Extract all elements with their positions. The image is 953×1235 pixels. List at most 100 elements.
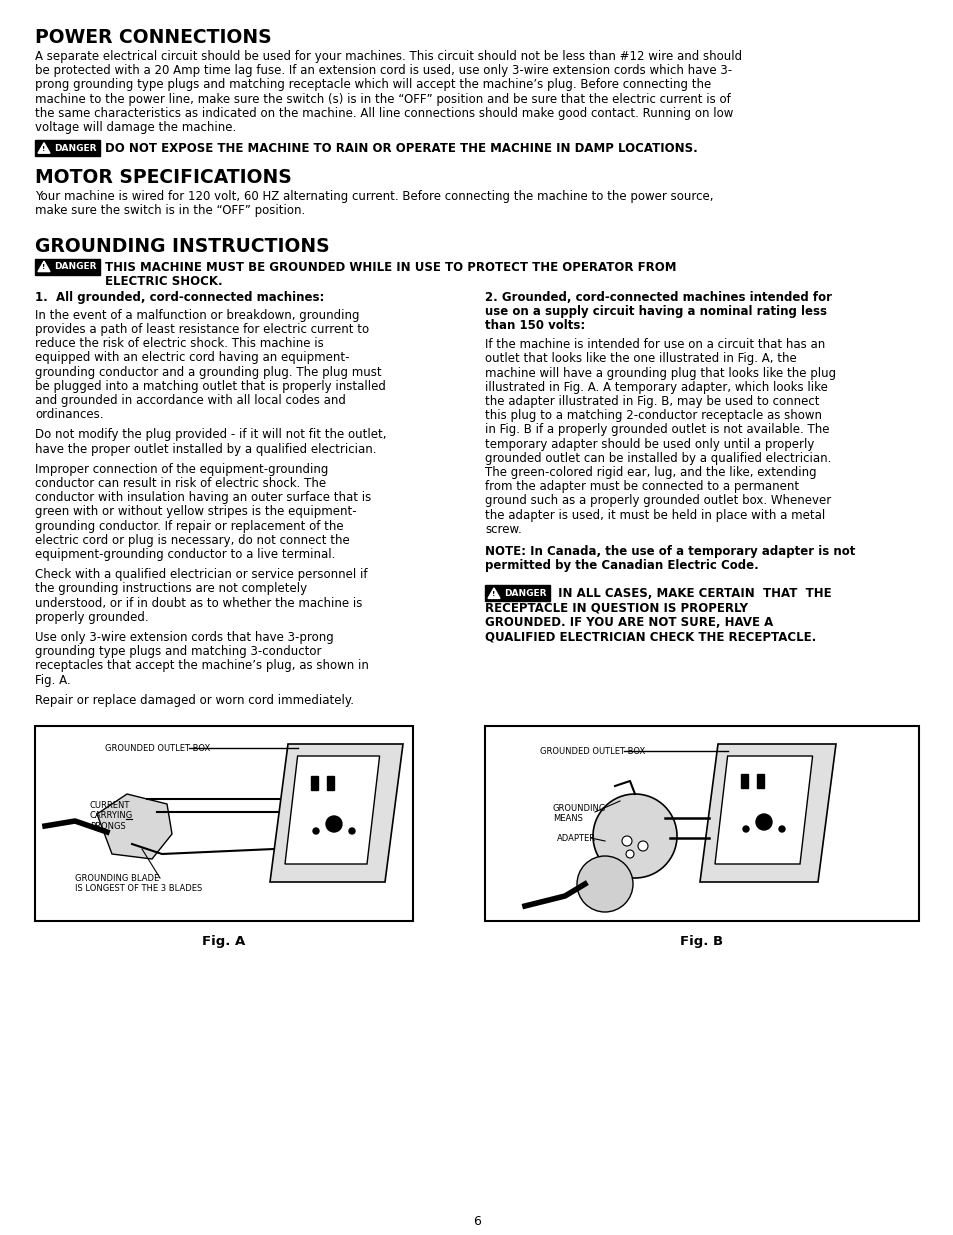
Text: provides a path of least resistance for electric current to: provides a path of least resistance for … — [35, 324, 369, 336]
FancyBboxPatch shape — [311, 776, 317, 790]
Text: be protected with a 20 Amp time lag fuse. If an extension cord is used, use only: be protected with a 20 Amp time lag fuse… — [35, 64, 731, 78]
Polygon shape — [270, 743, 402, 882]
Text: receptacles that accept the machine’s plug, as shown in: receptacles that accept the machine’s pl… — [35, 659, 369, 672]
Text: make sure the switch is in the “OFF” position.: make sure the switch is in the “OFF” pos… — [35, 205, 305, 217]
Text: grounding conductor and a grounding plug. The plug must: grounding conductor and a grounding plug… — [35, 366, 381, 379]
Text: grounding conductor. If repair or replacement of the: grounding conductor. If repair or replac… — [35, 520, 343, 532]
Text: machine to the power line, make sure the switch (s) is in the “OFF” position and: machine to the power line, make sure the… — [35, 93, 730, 106]
FancyBboxPatch shape — [740, 774, 747, 788]
Text: permitted by the Canadian Electric Code.: permitted by the Canadian Electric Code. — [484, 559, 758, 572]
Circle shape — [621, 836, 631, 846]
Text: 6: 6 — [473, 1215, 480, 1228]
Text: Fig. B: Fig. B — [679, 935, 722, 948]
Text: POWER CONNECTIONS: POWER CONNECTIONS — [35, 28, 272, 47]
Text: green with or without yellow stripes is the equipment-: green with or without yellow stripes is … — [35, 505, 356, 519]
FancyBboxPatch shape — [35, 726, 413, 921]
Text: this plug to a matching 2-conductor receptacle as shown: this plug to a matching 2-conductor rece… — [484, 409, 821, 422]
Text: CURRENT
CARRYING
PRONGS: CURRENT CARRYING PRONGS — [90, 802, 133, 831]
Text: IN ALL CASES, MAKE CERTAIN  THAT  THE: IN ALL CASES, MAKE CERTAIN THAT THE — [554, 588, 831, 600]
FancyBboxPatch shape — [484, 726, 918, 921]
Text: voltage will damage the machine.: voltage will damage the machine. — [35, 121, 236, 135]
Text: NOTE: In Canada, the use of a temporary adapter is not: NOTE: In Canada, the use of a temporary … — [484, 545, 855, 558]
Circle shape — [638, 841, 647, 851]
Text: 2. Grounded, cord-connected machines intended for: 2. Grounded, cord-connected machines int… — [484, 290, 831, 304]
FancyBboxPatch shape — [757, 774, 763, 788]
Text: Check with a qualified electrician or service personnel if: Check with a qualified electrician or se… — [35, 568, 367, 582]
Text: QUALIFIED ELECTRICIAN CHECK THE RECEPTACLE.: QUALIFIED ELECTRICIAN CHECK THE RECEPTAC… — [484, 630, 816, 643]
Text: than 150 volts:: than 150 volts: — [484, 319, 584, 332]
Text: !: ! — [492, 590, 496, 597]
Text: The green-colored rigid ear, lug, and the like, extending: The green-colored rigid ear, lug, and th… — [484, 466, 816, 479]
Circle shape — [593, 794, 677, 878]
Text: properly grounded.: properly grounded. — [35, 611, 149, 624]
Text: equipment-grounding conductor to a live terminal.: equipment-grounding conductor to a live … — [35, 548, 335, 561]
Text: DANGER: DANGER — [54, 143, 96, 153]
Text: THIS MACHINE MUST BE GROUNDED WHILE IN USE TO PROTECT THE OPERATOR FROM: THIS MACHINE MUST BE GROUNDED WHILE IN U… — [105, 261, 676, 274]
Circle shape — [349, 827, 355, 834]
Text: Your machine is wired for 120 volt, 60 HZ alternating current. Before connecting: Your machine is wired for 120 volt, 60 H… — [35, 190, 713, 204]
Polygon shape — [97, 794, 172, 860]
Polygon shape — [700, 743, 835, 882]
FancyBboxPatch shape — [35, 258, 100, 274]
Text: ADAPTER: ADAPTER — [557, 834, 596, 844]
Text: from the adapter must be connected to a permanent: from the adapter must be connected to a … — [484, 480, 799, 493]
Text: Use only 3-wire extension cords that have 3-prong: Use only 3-wire extension cords that hav… — [35, 631, 334, 643]
Text: !: ! — [42, 264, 46, 270]
Text: use on a supply circuit having a nominal rating less: use on a supply circuit having a nominal… — [484, 305, 826, 317]
Text: the adapter is used, it must be held in place with a metal: the adapter is used, it must be held in … — [484, 509, 824, 521]
Text: ELECTRIC SHOCK.: ELECTRIC SHOCK. — [105, 275, 222, 288]
Text: temporary adapter should be used only until a properly: temporary adapter should be used only un… — [484, 437, 814, 451]
Text: GROUNDED OUTLET BOX: GROUNDED OUTLET BOX — [539, 746, 644, 756]
Text: reduce the risk of electric shock. This machine is: reduce the risk of electric shock. This … — [35, 337, 323, 351]
Text: screw.: screw. — [484, 522, 521, 536]
Circle shape — [326, 816, 341, 832]
Text: understood, or if in doubt as to whether the machine is: understood, or if in doubt as to whether… — [35, 597, 362, 610]
Polygon shape — [38, 143, 50, 153]
Text: !: ! — [42, 146, 46, 152]
Text: In the event of a malfunction or breakdown, grounding: In the event of a malfunction or breakdo… — [35, 309, 359, 322]
Text: grounding type plugs and matching 3-conductor: grounding type plugs and matching 3-cond… — [35, 645, 321, 658]
Text: be plugged into a matching outlet that is properly installed: be plugged into a matching outlet that i… — [35, 380, 385, 393]
Text: MOTOR SPECIFICATIONS: MOTOR SPECIFICATIONS — [35, 168, 292, 188]
Text: conductor can result in risk of electric shock. The: conductor can result in risk of electric… — [35, 477, 326, 490]
Text: ground such as a properly grounded outlet box. Whenever: ground such as a properly grounded outle… — [484, 494, 830, 508]
Text: GROUNDED. IF YOU ARE NOT SURE, HAVE A: GROUNDED. IF YOU ARE NOT SURE, HAVE A — [484, 616, 773, 629]
Text: Do not modify the plug provided - if it will not fit the outlet,: Do not modify the plug provided - if it … — [35, 429, 386, 441]
Circle shape — [625, 850, 634, 858]
Text: outlet that looks like the one illustrated in Fig. A, the: outlet that looks like the one illustrat… — [484, 352, 796, 366]
Text: DANGER: DANGER — [54, 262, 96, 272]
Text: DO NOT EXPOSE THE MACHINE TO RAIN OR OPERATE THE MACHINE IN DAMP LOCATIONS.: DO NOT EXPOSE THE MACHINE TO RAIN OR OPE… — [105, 142, 697, 154]
Circle shape — [577, 856, 633, 911]
FancyBboxPatch shape — [35, 141, 100, 156]
Text: ordinances.: ordinances. — [35, 409, 103, 421]
Circle shape — [779, 826, 784, 832]
Text: RECEPTACLE IN QUESTION IS PROPERLY: RECEPTACLE IN QUESTION IS PROPERLY — [484, 601, 747, 615]
Circle shape — [742, 826, 748, 832]
Text: machine will have a grounding plug that looks like the plug: machine will have a grounding plug that … — [484, 367, 835, 379]
Text: GROUNDING INSTRUCTIONS: GROUNDING INSTRUCTIONS — [35, 237, 330, 256]
FancyBboxPatch shape — [327, 776, 334, 790]
Text: equipped with an electric cord having an equipment-: equipped with an electric cord having an… — [35, 352, 349, 364]
Text: conductor with insulation having an outer surface that is: conductor with insulation having an oute… — [35, 492, 371, 504]
Text: GROUNDING
MEANS: GROUNDING MEANS — [553, 804, 606, 824]
Text: grounded outlet can be installed by a qualified electrician.: grounded outlet can be installed by a qu… — [484, 452, 830, 464]
Text: GROUNDED OUTLET BOX: GROUNDED OUTLET BOX — [105, 743, 210, 752]
Circle shape — [313, 827, 318, 834]
Text: Fig. A: Fig. A — [202, 935, 245, 948]
Text: Fig. A.: Fig. A. — [35, 673, 71, 687]
FancyBboxPatch shape — [484, 585, 550, 601]
Text: GROUNDING BLADE
IS LONGEST OF THE 3 BLADES: GROUNDING BLADE IS LONGEST OF THE 3 BLAD… — [75, 874, 202, 893]
Text: and grounded in accordance with all local codes and: and grounded in accordance with all loca… — [35, 394, 346, 408]
Polygon shape — [38, 261, 50, 272]
Text: Repair or replace damaged or worn cord immediately.: Repair or replace damaged or worn cord i… — [35, 694, 354, 706]
Text: the adapter illustrated in Fig. B, may be used to connect: the adapter illustrated in Fig. B, may b… — [484, 395, 819, 408]
Polygon shape — [714, 756, 812, 864]
Text: Improper connection of the equipment-grounding: Improper connection of the equipment-gro… — [35, 463, 328, 475]
Polygon shape — [488, 588, 499, 599]
Text: electric cord or plug is necessary, do not connect the: electric cord or plug is necessary, do n… — [35, 534, 350, 547]
Text: DANGER: DANGER — [503, 589, 546, 598]
Text: A separate electrical circuit should be used for your machines. This circuit sho: A separate electrical circuit should be … — [35, 49, 741, 63]
Text: the same characteristics as indicated on the machine. All line connections shoul: the same characteristics as indicated on… — [35, 106, 733, 120]
Text: the grounding instructions are not completely: the grounding instructions are not compl… — [35, 583, 307, 595]
Text: have the proper outlet installed by a qualified electrician.: have the proper outlet installed by a qu… — [35, 442, 376, 456]
